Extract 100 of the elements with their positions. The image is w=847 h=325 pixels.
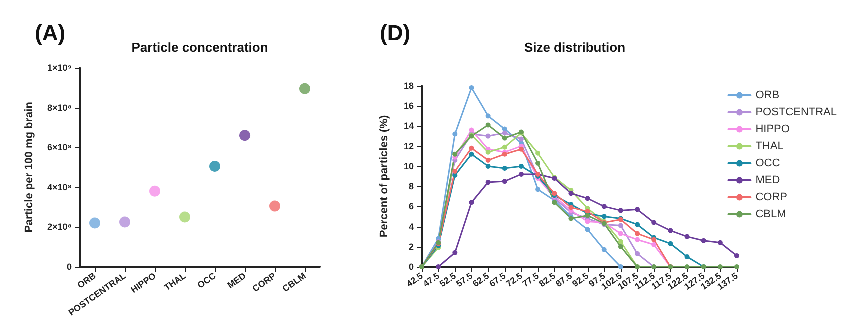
point: [502, 126, 508, 132]
point: [618, 264, 624, 270]
y-tick-label: 4×10⁸: [47, 182, 72, 192]
point: [452, 250, 458, 256]
legend-label: ORB: [756, 90, 780, 102]
chart-title: Particle concentration: [132, 40, 268, 55]
point: [652, 242, 657, 248]
point: [180, 212, 190, 223]
point: [300, 83, 310, 94]
point: [90, 218, 100, 229]
point: [452, 168, 458, 174]
chart-title: Size distribution: [524, 40, 626, 55]
legend-label: OCC: [756, 158, 780, 170]
point: [602, 204, 607, 210]
point: [120, 216, 130, 228]
point: [701, 238, 706, 244]
legend-label: CBLM: [756, 208, 786, 220]
point: [536, 160, 541, 166]
point: [734, 253, 740, 258]
x-tick-label: 42.5: [404, 270, 425, 290]
y-tick-label: 0: [408, 262, 414, 272]
y-tick-label: 16: [404, 101, 414, 112]
legend-label: CORP: [756, 192, 788, 204]
point: [602, 247, 607, 252]
point: [469, 128, 474, 133]
point: [502, 130, 508, 136]
point: [436, 264, 442, 270]
point: [718, 240, 723, 246]
point: [486, 134, 491, 139]
y-tick-label: 12: [404, 141, 414, 152]
x-tick-label: MED: [226, 270, 248, 291]
y-tick-label: 10: [404, 161, 414, 172]
y-tick-label: 8: [408, 182, 414, 192]
legend-label: THAL: [756, 140, 784, 152]
y-tick-label: 14: [404, 121, 414, 132]
y-tick-label: 2×10⁸: [47, 222, 72, 232]
y-axis-title: Particle per 100 mg brain: [24, 102, 36, 233]
point: [240, 130, 250, 142]
point: [210, 161, 220, 172]
point: [602, 214, 607, 220]
point: [684, 234, 690, 240]
point: [469, 152, 474, 157]
y-tick-label: 8×10⁸: [47, 102, 72, 113]
x-tick-label: 77.5: [520, 270, 541, 290]
point: [502, 179, 508, 184]
legend-label: POSTCENTRAL: [756, 106, 838, 118]
y-tick-label: 6×10⁸: [47, 142, 72, 153]
point: [635, 222, 640, 228]
y-axis-title: Percent of particles (%): [378, 115, 390, 238]
point: [585, 227, 590, 232]
x-tick-label: OCC: [196, 270, 218, 291]
point: [718, 264, 723, 270]
point: [469, 200, 474, 206]
point: [518, 146, 524, 152]
y-tick-label: 18: [404, 81, 414, 91]
point: [518, 172, 524, 177]
point: [668, 228, 674, 234]
point: [635, 231, 640, 236]
y-tick-label: 0: [66, 262, 72, 272]
legend-label: HIPPO: [756, 124, 790, 136]
y-tick-label: 6: [408, 202, 414, 212]
point: [469, 146, 474, 151]
point: [618, 239, 624, 244]
text: (D): [380, 20, 411, 46]
point: [684, 264, 690, 270]
legend-label: MED: [756, 174, 780, 186]
point: [469, 86, 474, 91]
point: [585, 196, 590, 202]
point: [486, 150, 491, 155]
y-tick-label: 4: [408, 222, 414, 232]
point: [618, 223, 624, 228]
point: [734, 264, 740, 270]
point: [585, 219, 590, 224]
y-tick-label: 1×10⁹: [47, 63, 72, 73]
point: [486, 114, 491, 119]
point: [668, 241, 674, 246]
point: [502, 166, 508, 171]
y-tick-label: 2: [408, 242, 414, 252]
point: [652, 220, 657, 226]
point: [635, 251, 640, 256]
point: [618, 244, 624, 250]
point: [635, 207, 640, 212]
point: [502, 136, 508, 141]
point: [486, 180, 491, 186]
point: [486, 122, 491, 128]
point: [502, 144, 508, 150]
point: [486, 158, 491, 163]
point: [518, 164, 524, 169]
point: [635, 237, 640, 242]
point: [150, 186, 160, 197]
point: [452, 132, 458, 137]
point: [536, 187, 541, 192]
text: (A): [35, 20, 66, 46]
point: [536, 150, 541, 156]
point: [568, 191, 574, 196]
point: [568, 205, 574, 210]
point: [618, 208, 624, 214]
point: [684, 254, 690, 260]
point: [270, 200, 280, 212]
point: [518, 136, 524, 142]
